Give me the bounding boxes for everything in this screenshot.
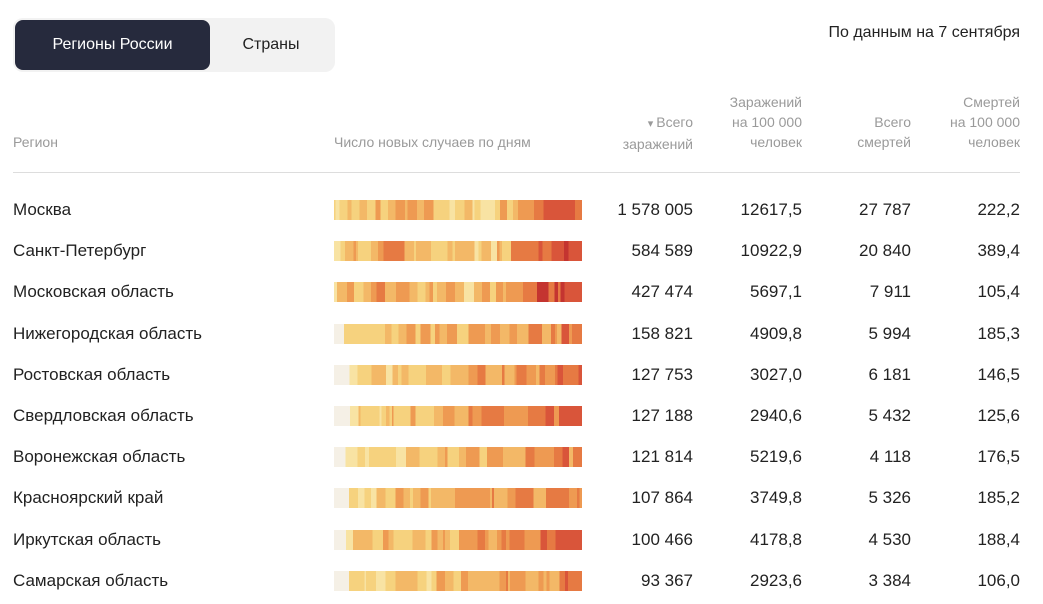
table-cell: 5 994: [868, 323, 911, 343]
table-cell: 158 821: [631, 323, 693, 343]
table-cell: 188,4: [977, 529, 1020, 549]
column-header: Регион: [13, 132, 58, 152]
table-cell: 12617,5: [740, 200, 802, 219]
table-cell: 427 474: [631, 282, 693, 302]
region-name: Ростовская область: [13, 364, 171, 384]
table-cell: 5 432: [868, 406, 911, 425]
column-header: Заражений на 100 000 человек: [730, 92, 802, 152]
table-cell: 105,4: [977, 282, 1020, 302]
table-cell: 3749,8: [750, 488, 802, 508]
table-cell: 127 188: [631, 406, 693, 425]
header-line: Регион: [13, 134, 58, 150]
region-name: Санкт-Петербург: [13, 241, 147, 261]
table-cell: 4 118: [869, 447, 911, 467]
table-cell: 5697,1: [750, 282, 802, 302]
table-cell: 185,3: [977, 323, 1020, 343]
table-cell: 1 578 005: [617, 200, 693, 219]
header-line: человек: [750, 134, 802, 150]
table-cell: 185,2: [977, 488, 1020, 508]
table-cell: 125,6: [977, 406, 1020, 425]
tab[interactable]: Страны: [242, 36, 300, 53]
date-note: По данным на 7 сентября: [828, 24, 1021, 41]
region-name: Нижегородская область: [13, 323, 202, 343]
header-line: Всего: [874, 114, 911, 130]
header-line: на 100 000: [731, 114, 802, 130]
table-cell: 4909,8: [750, 323, 802, 343]
divider: [13, 172, 1020, 173]
table-cell: 4178,8: [750, 529, 802, 549]
column-header: Число новых случаев по дням: [334, 132, 531, 152]
sort-icon: ▾: [647, 118, 657, 130]
daily-cases-strip: [334, 447, 582, 468]
table-cell: 121 814: [631, 447, 693, 467]
table-cell: 106,0: [977, 570, 1020, 590]
header-line: Число новых случаев по дням: [334, 134, 531, 150]
daily-cases-strip: [334, 241, 582, 262]
daily-cases-strip: [334, 570, 582, 591]
daily-cases-strip: [334, 323, 582, 344]
daily-cases-strip: [334, 200, 582, 220]
header-line: заражений: [622, 136, 693, 152]
table-cell: 93 367: [641, 570, 693, 590]
region-name: Москва: [13, 200, 72, 219]
column-header: Смертей на 100 000 человек: [950, 92, 1020, 152]
table-cell: 176,5: [977, 447, 1020, 467]
header-line: смертей: [857, 134, 911, 150]
region-name: Свердловская область: [13, 406, 194, 425]
tab-bar: Регионы России Страны: [13, 18, 335, 72]
table-cell: 127 753: [631, 364, 693, 384]
column-header: Всего смертей: [857, 112, 911, 152]
table-cell: 584 589: [631, 241, 693, 261]
table-cell: 2940,6: [750, 406, 802, 425]
header-line: на 100 000: [949, 114, 1020, 130]
daily-cases-strip: [334, 529, 582, 550]
table-cell: 3027,0: [750, 364, 802, 384]
header-line: ▾ Всего: [623, 112, 693, 134]
table-cell: 2923,6: [750, 570, 802, 590]
table-cell: 4 530: [868, 529, 911, 549]
table-cell: 222,2: [977, 200, 1020, 219]
region-name: Красноярский край: [13, 488, 164, 508]
header-line: Заражений: [729, 94, 802, 110]
header-line: Смертей: [963, 94, 1020, 110]
table-cell: 5219,6: [750, 447, 802, 467]
header-line: человек: [968, 134, 1020, 150]
table-cell: 6 181: [868, 364, 911, 384]
column-header[interactable]: ▾ Всего заражений: [623, 112, 693, 154]
daily-cases-strip: [334, 406, 582, 426]
table-cell: 100 466: [631, 529, 693, 549]
table-cell: 107 864: [631, 488, 693, 508]
table-cell: 146,5: [977, 364, 1020, 384]
tab[interactable]: Регионы России: [15, 20, 210, 70]
table-cell: 10922,9: [740, 241, 802, 261]
table-cell: 20 840: [859, 241, 911, 261]
region-name: Воронежская область: [13, 447, 186, 467]
table-cell: 3 384: [868, 570, 911, 590]
table-cell: 27 787: [859, 200, 911, 219]
table-cell: 5 326: [868, 488, 911, 508]
table-cell: 7 911: [869, 282, 911, 302]
daily-cases-strip: [334, 488, 582, 509]
region-name: Московская область: [13, 282, 174, 302]
daily-cases-strip: [334, 364, 582, 385]
region-name: Иркутская область: [13, 529, 162, 549]
daily-cases-strip: [334, 282, 582, 303]
header-text: Всего: [656, 114, 693, 130]
region-name: Самарская область: [13, 570, 169, 590]
table-cell: 389,4: [977, 241, 1020, 261]
